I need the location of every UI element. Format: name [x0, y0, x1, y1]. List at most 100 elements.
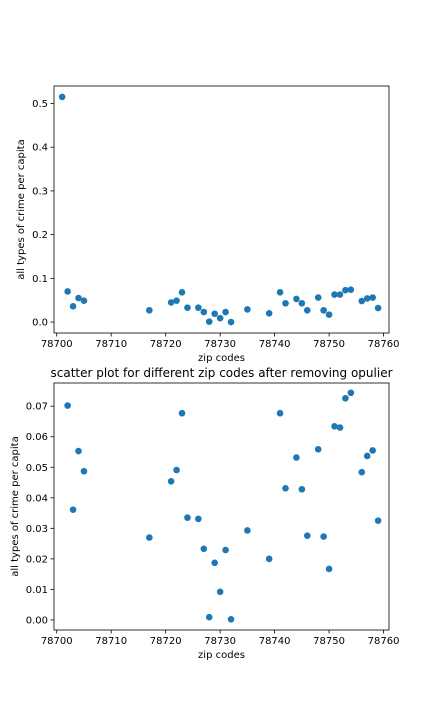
chart-top-x-axis-label: zip codes — [198, 353, 245, 364]
chart-top-data-point — [369, 294, 376, 301]
chart-top-data-point — [293, 295, 300, 303]
chart-bottom-data-point — [265, 555, 273, 563]
chart-bottom-points — [64, 389, 382, 623]
chart-top: 78700 78710 78720 78730 78740 78750 78760 0.00… — [16, 85, 400, 364]
chart-top-data-point — [298, 299, 306, 307]
chart-top-axes-frame — [53, 85, 390, 334]
chart-bottom-x-tick-label: 78720 — [150, 636, 182, 647]
chart-top-x-tick-label: 78750 — [313, 339, 345, 350]
chart-top-data-point — [58, 93, 66, 101]
chart-top-data-point — [184, 304, 191, 311]
chart-top-data-point — [244, 306, 251, 313]
chart-top-data-point — [342, 286, 349, 294]
chart-bottom-data-point — [75, 447, 82, 455]
chart-top-data-point — [216, 314, 224, 322]
chart-bottom-data-point — [222, 546, 229, 554]
chart-bottom-data-point — [347, 389, 355, 397]
chart-top-data-point — [167, 299, 175, 306]
chart-top-x-tick-label: 78720 — [150, 339, 182, 350]
chart-bottom-data-point — [184, 514, 191, 521]
chart-top-data-point — [173, 297, 180, 304]
chart-bottom-data-point — [200, 545, 208, 553]
chart-bottom-y-tick-label: 0.05 — [26, 463, 48, 474]
chart-top-data-point — [227, 318, 235, 326]
chart-bottom-y-tick-label: 0.04 — [26, 493, 48, 504]
chart-bottom-data-point — [331, 423, 338, 430]
chart-bottom-data-point — [178, 409, 186, 417]
chart-bottom-data-point — [173, 466, 180, 474]
chart-top-data-point — [222, 308, 229, 316]
chart-bottom-data-point — [358, 468, 366, 476]
chart-top-data-point — [211, 310, 218, 318]
chart-bottom-title: scatter plot for different zip codes aft… — [50, 366, 392, 380]
chart-bottom-axes-frame — [53, 382, 390, 631]
chart-top-y-tick-label: 0.2 — [32, 230, 48, 241]
chart-top-x-tick-label: 78760 — [368, 339, 400, 350]
chart-bottom-y-tick-label: 0.00 — [26, 615, 48, 626]
chart-top-x-tick-label: 78730 — [204, 339, 236, 350]
chart-top-data-point — [336, 291, 344, 298]
chart-bottom-data-point — [369, 447, 376, 454]
chart-bottom-data-point — [167, 478, 175, 485]
chart-top-data-point — [178, 289, 186, 296]
chart-bottom-data-point — [227, 616, 235, 623]
chart-top-data-point — [265, 310, 273, 317]
chart-top-data-point — [146, 306, 153, 314]
chart-top-y-tick-label: 0.0 — [32, 318, 48, 329]
chart-top-x-tick-label: 78740 — [259, 339, 291, 350]
chart-bottom-data-point — [216, 588, 224, 596]
chart-bottom-data-point — [146, 534, 153, 541]
chart-top-y-axis-label: all types of crime per capita — [16, 139, 27, 279]
chart-bottom-x-tick-label: 78700 — [41, 636, 73, 647]
chart-bottom-x-tick-label: 78710 — [95, 636, 127, 647]
chart-bottom-x-tick-label: 78730 — [204, 636, 236, 647]
chart-bottom-data-point — [244, 527, 251, 534]
chart-top-data-point — [358, 297, 366, 305]
chart-top-data-point — [331, 291, 338, 298]
chart-bottom-y-tick-label: 0.01 — [26, 585, 48, 596]
chart-bottom-data-point — [298, 485, 306, 493]
chart-top-y-tick-label: 0.5 — [32, 99, 48, 110]
chart-top-data-point — [200, 308, 208, 316]
chart-top-y-tick-label: 0.3 — [32, 186, 48, 197]
chart-top-y-ticks: 0.0 0.1 0.2 0.3 0.4 0.5 — [32, 99, 54, 329]
chart-bottom: 78700 78710 78720 78730 78740 78750 78760 0.00… — [10, 366, 399, 661]
chart-top-data-point — [205, 318, 213, 325]
chart-top-y-tick-label: 0.4 — [32, 143, 48, 154]
chart-bottom-x-tick-label: 78740 — [259, 636, 291, 647]
chart-top-data-point — [363, 295, 371, 302]
chart-bottom-data-point — [64, 402, 71, 409]
chart-bottom-data-point — [325, 565, 333, 573]
chart-top-data-point — [80, 297, 88, 304]
chart-top-y-tick-label: 0.1 — [32, 274, 48, 285]
chart-top-data-point — [282, 299, 289, 307]
chart-bottom-data-point — [69, 506, 77, 514]
chart-bottom-y-tick-label: 0.03 — [26, 524, 48, 535]
chart-bottom-data-point — [320, 533, 327, 540]
chart-bottom-y-tick-label: 0.02 — [26, 554, 48, 565]
chart-top-data-point — [320, 306, 327, 314]
chart-top-x-tick-label: 78710 — [95, 339, 127, 350]
chart-top-data-point — [64, 288, 71, 295]
chart-bottom-data-point — [282, 485, 289, 492]
chart-bottom-data-point — [211, 559, 218, 567]
chart-bottom-data-point — [205, 613, 213, 621]
chart-bottom-data-point — [314, 445, 322, 453]
chart-top-points — [58, 93, 382, 326]
chart-bottom-x-ticks: 78700 78710 78720 78730 78740 78750 78760 — [41, 630, 400, 647]
chart-bottom-y-axis-label: all types of crime per capita — [10, 436, 21, 576]
chart-bottom-y-tick-label: 0.07 — [26, 402, 48, 413]
chart-bottom-x-tick-label: 78760 — [368, 636, 400, 647]
chart-top-data-point — [314, 294, 322, 301]
chart-top-x-ticks: 78700 78710 78720 78730 78740 78750 78760 — [41, 333, 400, 350]
chart-top-data-point — [75, 294, 82, 302]
chart-top-data-point — [69, 303, 77, 310]
chart-top-data-point — [303, 306, 311, 314]
chart-top-data-point — [276, 289, 284, 296]
chart-top-data-point — [347, 286, 355, 294]
chart-bottom-data-point — [374, 517, 382, 524]
chart-bottom-data-point — [363, 452, 371, 460]
chart-top-data-point — [195, 304, 202, 311]
chart-bottom-x-tick-label: 78750 — [313, 636, 345, 647]
